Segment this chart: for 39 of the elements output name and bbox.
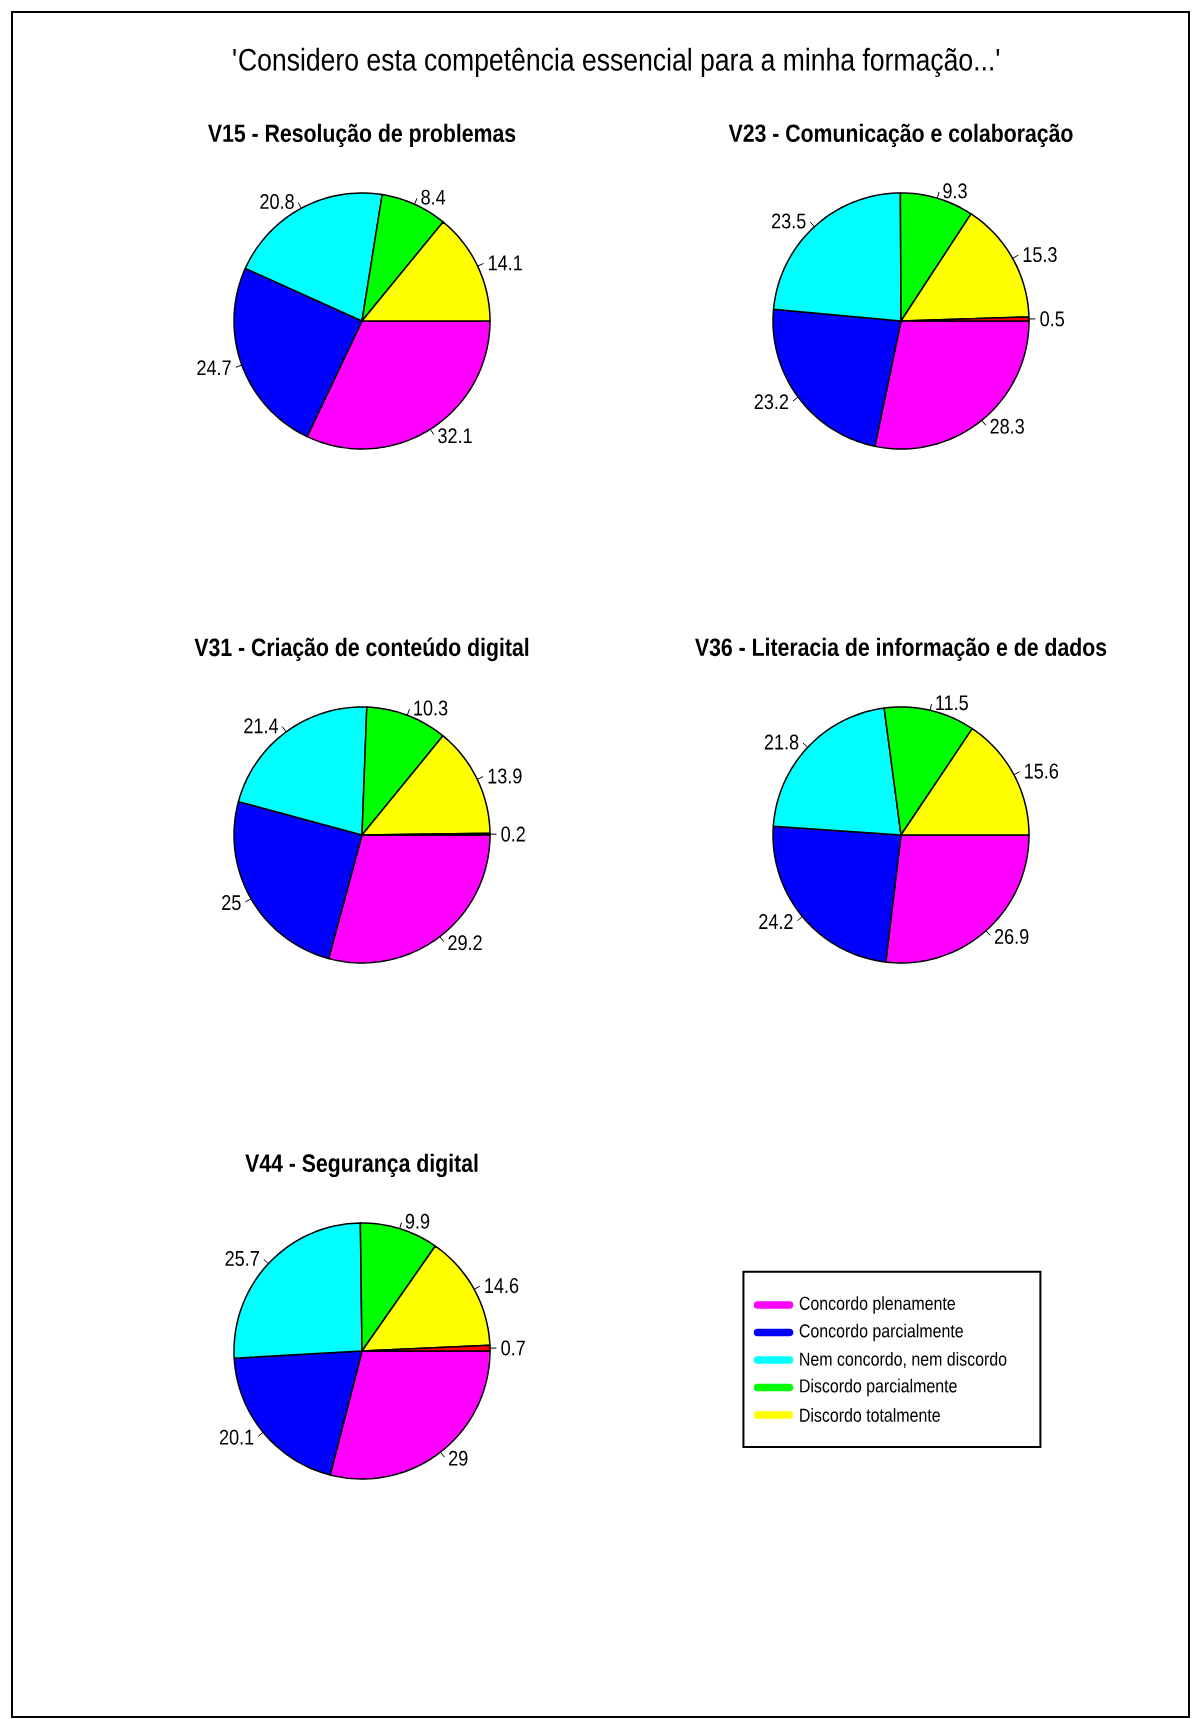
chart-title: V31 - Criação de conteúdo digital bbox=[194, 637, 529, 662]
data-label: 25 bbox=[222, 895, 241, 911]
chart-title: V36 - Literacia de informação e de dados bbox=[695, 637, 1107, 662]
data-label: 20.8 bbox=[260, 194, 294, 210]
data-label: 14.1 bbox=[488, 255, 522, 271]
data-label: 9.9 bbox=[405, 1213, 430, 1229]
data-label: 15.6 bbox=[1025, 763, 1059, 779]
legend-label: Discordo totalmente bbox=[800, 1408, 940, 1422]
data-label: 23.5 bbox=[772, 213, 806, 229]
text: 'Considero esta competência essencial para a minha formação...' bbox=[233, 47, 1000, 78]
data-label: 24.2 bbox=[759, 914, 793, 929]
data-label: 21.4 bbox=[244, 718, 279, 734]
data-label: 21.8 bbox=[764, 734, 799, 750]
chart-title: V44 - Segurança digital bbox=[245, 1153, 478, 1178]
data-label: 9.3 bbox=[943, 183, 967, 199]
chart-title: V15 - Resolução de problemas bbox=[208, 123, 516, 148]
data-label: 8.4 bbox=[421, 189, 446, 205]
data-label: 24.7 bbox=[197, 360, 231, 376]
data-label: 0.5 bbox=[1040, 311, 1065, 327]
legend-label: Nem concordo, nem discordo bbox=[800, 1351, 1007, 1368]
chart-title: V23 - Comunicação e colaboração bbox=[728, 123, 1073, 148]
data-label: 0.2 bbox=[501, 826, 525, 842]
data-label: 10.3 bbox=[414, 700, 448, 716]
data-label: 23.2 bbox=[754, 394, 789, 410]
legend-label: Concordo plenamente bbox=[799, 1296, 955, 1314]
data-label: 29 bbox=[449, 1450, 468, 1466]
legend-label: Concordo parcialmente bbox=[799, 1323, 963, 1342]
data-label: 14.6 bbox=[485, 1278, 519, 1294]
data-label: 26.9 bbox=[994, 928, 1029, 944]
data-label: 11.5 bbox=[936, 695, 968, 711]
legend-label: Discordo parcialmente bbox=[800, 1378, 957, 1397]
data-label: 15.3 bbox=[1023, 247, 1057, 263]
data-label: 13.9 bbox=[488, 768, 522, 784]
data-label: 32.1 bbox=[438, 428, 472, 444]
data-label: 29.2 bbox=[448, 935, 482, 951]
data-label: 20.1 bbox=[219, 1429, 254, 1445]
data-label: 0.7 bbox=[501, 1340, 525, 1356]
data-label: 28.3 bbox=[990, 418, 1024, 434]
data-label: 25.7 bbox=[225, 1250, 259, 1266]
